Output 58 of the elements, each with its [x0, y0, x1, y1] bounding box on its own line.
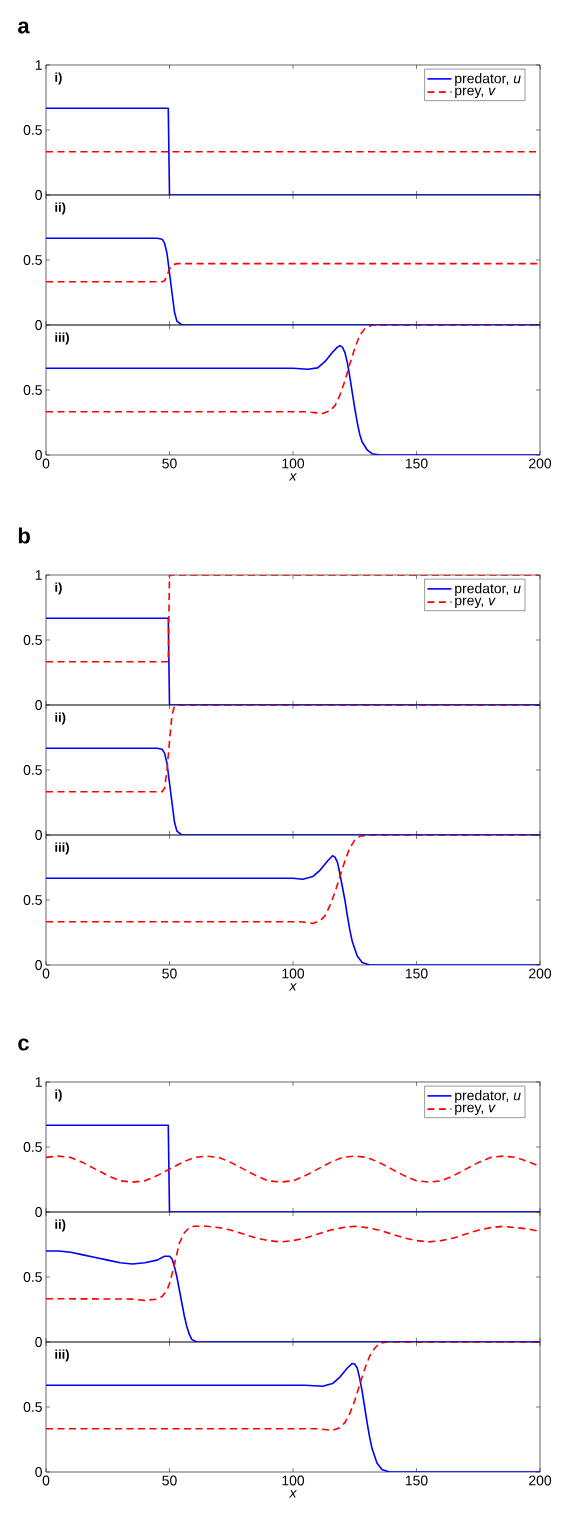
annotation: i): [55, 582, 62, 595]
y-tick-label: 0.5: [23, 385, 42, 395]
legend-label: prey, v: [455, 1104, 496, 1116]
legend-label: predator, u: [455, 583, 521, 597]
y-tick-label: 0.5: [23, 255, 42, 265]
x-tick-label: 50: [162, 458, 177, 469]
annotation: ii): [55, 712, 66, 725]
x-axis-title: x: [288, 983, 297, 991]
x-tick-label: 0: [42, 458, 50, 469]
y-tick-label: 0: [35, 1337, 42, 1347]
legend-label: predator, u: [455, 1090, 521, 1104]
legend-label: predator, u: [455, 73, 521, 87]
y-tick-label: 1: [35, 60, 42, 70]
chart-title: a: [18, 21, 30, 34]
x-axis-title: x: [288, 1490, 297, 1498]
annotation: iii): [55, 842, 69, 855]
y-tick-label: 0.5: [23, 895, 42, 905]
x-tick-label: 200: [529, 968, 552, 979]
y-tick-label: 0: [35, 450, 42, 460]
x-tick-label: 100: [282, 1475, 305, 1486]
annotation: ii): [55, 1219, 66, 1232]
y-tick-label: 0: [35, 320, 42, 330]
y-tick-label: 0: [35, 1467, 42, 1477]
x-axis-title: x: [288, 473, 297, 481]
x-tick-label: 200: [529, 458, 552, 469]
chart-title: c: [18, 1038, 29, 1051]
legend-label: prey, v: [455, 87, 496, 99]
legend-label: prey, v: [455, 597, 496, 609]
y-tick-label: 0: [35, 190, 42, 200]
x-tick-label: 0: [42, 968, 50, 979]
y-tick-label: 0.5: [23, 765, 42, 775]
y-tick-label: 0: [35, 700, 42, 710]
x-tick-label: 100: [282, 458, 305, 469]
x-tick-label: 200: [529, 1475, 552, 1486]
x-tick-label: 50: [162, 968, 177, 979]
x-tick-label: 50: [162, 1475, 177, 1486]
chart-title: b: [18, 527, 30, 544]
y-tick-label: 0: [35, 1207, 42, 1217]
y-tick-label: 0.5: [23, 1272, 42, 1282]
annotation: i): [55, 72, 62, 85]
x-tick-label: 150: [405, 968, 428, 979]
x-tick-label: 0: [42, 1475, 50, 1486]
y-tick-label: 0.5: [23, 125, 42, 135]
annotation: ii): [55, 202, 66, 215]
x-tick-label: 150: [405, 1475, 428, 1486]
y-tick-label: 1: [35, 570, 42, 580]
annotation: iii): [55, 1349, 69, 1362]
y-tick-label: 0.5: [23, 635, 42, 645]
line-series: [46, 262, 540, 283]
y-tick-label: 1: [35, 1077, 42, 1087]
annotation: i): [55, 1089, 62, 1102]
y-tick-label: 0: [35, 830, 42, 840]
y-tick-label: 0.5: [23, 1142, 42, 1152]
y-tick-label: 0: [35, 960, 42, 970]
x-tick-label: 150: [405, 458, 428, 469]
y-tick-label: 0.5: [23, 1402, 42, 1412]
x-tick-label: 100: [282, 968, 305, 979]
annotation: iii): [55, 332, 69, 345]
